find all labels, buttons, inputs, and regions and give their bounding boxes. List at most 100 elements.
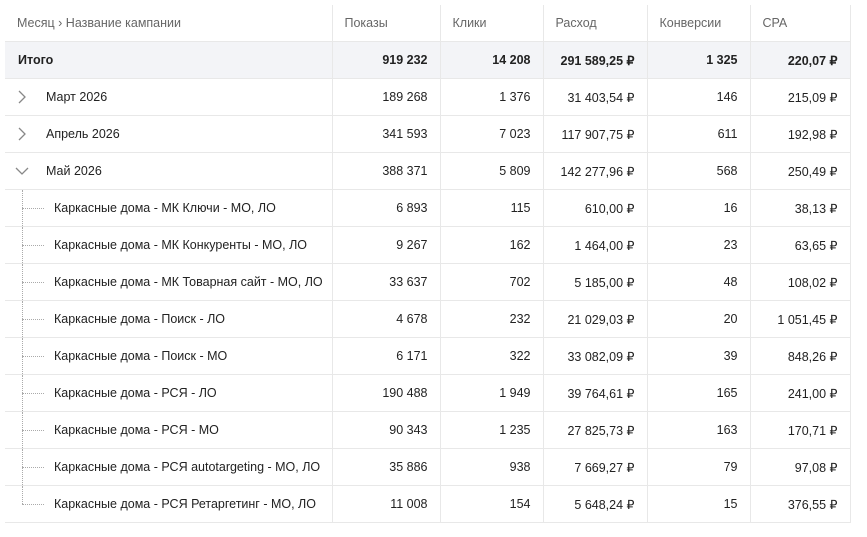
metric-cell: 27 825,73 ₽ <box>542 411 648 449</box>
row-label: Каркасные дома - МК Товарная сайт - МО, … <box>54 275 323 289</box>
metric-cell: 241,00 ₽ <box>749 374 851 412</box>
row-label-cell: Каркасные дома - МК Конкуренты - МО, ЛО <box>5 226 333 264</box>
tree-line <box>22 486 23 504</box>
metric-cell: 388 371 <box>331 152 441 190</box>
stats-table: Месяц › Название кампании Показы Клики Расх… <box>5 5 851 523</box>
row-label-cell: Каркасные дома - Поиск - ЛО <box>5 300 333 338</box>
metric-cell: 232 <box>439 300 544 338</box>
row-label-cell: Май 2026 <box>5 152 333 190</box>
month-row[interactable]: Апрель 2026 341 593 7 023 117 907,75 ₽611 19… <box>5 115 851 153</box>
row-label-cell: Март 2026 <box>5 78 333 116</box>
row-label: Каркасные дома - РСЯ Ретаргетинг - МО, Л… <box>54 497 316 511</box>
metric-cell: 9 267 <box>331 226 441 264</box>
campaign-row[interactable]: Каркасные дома - РСЯ autotargeting - МО,… <box>5 448 851 486</box>
column-header[interactable]: Показы <box>331 5 441 42</box>
metric-cell: 35 886 <box>331 448 441 486</box>
metric-cell: 341 593 <box>331 115 441 153</box>
campaign-row[interactable]: Каркасные дома - МК Товарная сайт - МО, … <box>5 263 851 301</box>
column-header[interactable]: Расход <box>542 5 648 42</box>
expand-chevron[interactable] <box>15 127 29 141</box>
metric-cell: 165 <box>646 374 751 412</box>
expand-chevron[interactable] <box>15 164 29 178</box>
row-label: Каркасные дома - МК Конкуренты - МО, ЛО <box>54 238 307 252</box>
metric-cell: 1 325 <box>646 41 751 79</box>
metric-cell: 1 464,00 ₽ <box>542 226 648 264</box>
metric-cell: 938 <box>439 448 544 486</box>
row-label-cell: Апрель 2026 <box>5 115 333 153</box>
row-label-cell: Каркасные дома - МК Ключи - МО, ЛО <box>5 189 333 227</box>
row-label: Каркасные дома - Поиск - ЛО <box>54 312 226 326</box>
row-label: Итого <box>18 53 54 67</box>
tree-branch <box>22 393 44 394</box>
metric-cell: 215,09 ₽ <box>749 78 851 116</box>
row-label: Апрель 2026 <box>46 127 120 141</box>
metric-cell: 11 008 <box>331 485 441 523</box>
row-label: Май 2026 <box>46 164 102 178</box>
metric-cell: 250,49 ₽ <box>749 152 851 190</box>
metric-cell: 291 589,25 ₽ <box>542 41 648 79</box>
column-header[interactable]: CPA <box>749 5 851 42</box>
campaign-row[interactable]: Каркасные дома - РСЯ - ЛО 190 488 1 949 39 … <box>5 374 851 412</box>
metric-cell: 919 232 <box>331 41 441 79</box>
column-header[interactable]: Конверсии <box>646 5 751 42</box>
metric-cell: 21 029,03 ₽ <box>542 300 648 338</box>
month-row[interactable]: Май 2026 388 371 5 809 142 277,96 ₽568 250,4… <box>5 152 851 190</box>
column-header[interactable]: Клики <box>439 5 544 42</box>
campaign-row[interactable]: Каркасные дома - МК Ключи - МО, ЛО 6 893 1… <box>5 189 851 227</box>
row-label: Каркасные дома - РСЯ - МО <box>54 423 219 437</box>
row-label: Каркасные дома - РСЯ autotargeting - МО,… <box>54 460 321 474</box>
metric-cell: 146 <box>646 78 751 116</box>
metric-cell: 5 185,00 ₽ <box>542 263 648 301</box>
row-label-cell: Каркасные дома - МК Товарная сайт - МО, … <box>5 263 333 301</box>
metric-cell: 79 <box>646 448 751 486</box>
metric-cell: 14 208 <box>439 41 544 79</box>
column-header[interactable]: Месяц › Название кампании <box>5 5 333 42</box>
row-label: Март 2026 <box>46 90 108 104</box>
campaign-row[interactable]: Каркасные дома - РСЯ - МО 90 343 1 235 27 8… <box>5 411 851 449</box>
tree-branch <box>22 208 44 209</box>
row-label-cell: Каркасные дома - РСЯ - МО <box>5 411 333 449</box>
metric-cell: 322 <box>439 337 544 375</box>
campaign-row[interactable]: Каркасные дома - Поиск - МО 6 171 322 33 08… <box>5 337 851 375</box>
metric-cell: 15 <box>646 485 751 523</box>
row-label-cell: Каркасные дома - РСЯ - ЛО <box>5 374 333 412</box>
metric-cell: 7 023 <box>439 115 544 153</box>
campaign-row[interactable]: Каркасные дома - Поиск - ЛО 4 678 232 21 02… <box>5 300 851 338</box>
metric-cell: 1 051,45 ₽ <box>749 300 851 338</box>
total-row: Итого 919 232 14 208 291 589,25 ₽1 325 220,0… <box>5 41 851 79</box>
metric-cell: 154 <box>439 485 544 523</box>
metric-cell: 23 <box>646 226 751 264</box>
tree-branch <box>22 319 44 320</box>
expand-chevron[interactable] <box>15 90 29 104</box>
row-label-cell: Каркасные дома - Поиск - МО <box>5 337 333 375</box>
tree-branch <box>22 356 44 357</box>
metric-cell: 115 <box>439 189 544 227</box>
metric-cell: 16 <box>646 189 751 227</box>
metric-cell: 220,07 ₽ <box>749 41 851 79</box>
metric-cell: 38,13 ₽ <box>749 189 851 227</box>
campaign-row[interactable]: Каркасные дома - РСЯ Ретаргетинг - МО, Л… <box>5 485 851 523</box>
row-label: Каркасные дома - МК Ключи - МО, ЛО <box>54 201 276 215</box>
metric-cell: 568 <box>646 152 751 190</box>
metric-cell: 5 648,24 ₽ <box>542 485 648 523</box>
metric-cell: 39 <box>646 337 751 375</box>
metric-cell: 189 268 <box>331 78 441 116</box>
metric-cell: 848,26 ₽ <box>749 337 851 375</box>
tree-branch <box>22 430 44 431</box>
metric-cell: 1 376 <box>439 78 544 116</box>
metric-cell: 376,55 ₽ <box>749 485 851 523</box>
tree-branch <box>22 282 44 283</box>
campaign-row[interactable]: Каркасные дома - МК Конкуренты - МО, ЛО 9… <box>5 226 851 264</box>
row-label: Каркасные дома - РСЯ - ЛО <box>54 386 217 400</box>
metric-cell: 162 <box>439 226 544 264</box>
metric-cell: 163 <box>646 411 751 449</box>
metric-cell: 170,71 ₽ <box>749 411 851 449</box>
row-label: Каркасные дома - Поиск - МО <box>54 349 228 363</box>
metric-cell: 7 669,27 ₽ <box>542 448 648 486</box>
metric-cell: 31 403,54 ₽ <box>542 78 648 116</box>
month-row[interactable]: Март 2026 189 268 1 376 31 403,54 ₽146 215,0… <box>5 78 851 116</box>
metric-cell: 1 949 <box>439 374 544 412</box>
tree-branch <box>22 504 44 505</box>
metric-cell: 611 <box>646 115 751 153</box>
